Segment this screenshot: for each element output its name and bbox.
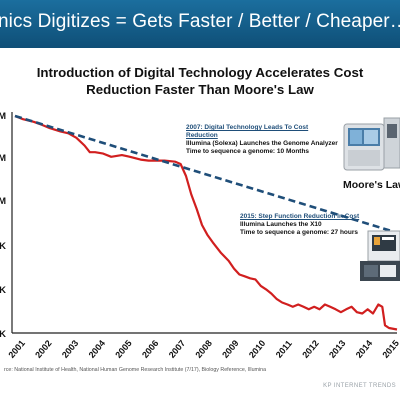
hiseq-x10-image (360, 230, 400, 281)
x-tick-label: 2014 (354, 338, 375, 360)
x-tick-label: 2003 (60, 338, 81, 360)
x-tick-label: 2007 (167, 338, 188, 360)
x-tick-label: 2012 (300, 338, 321, 360)
chart-title: Introduction of Digital Technology Accel… (0, 64, 400, 98)
header-bar: nics Digitizes = Gets Faster / Better / … (0, 0, 400, 48)
footer-label: KP INTERNET TRENDS (323, 383, 396, 389)
y-tick-label: K (0, 329, 6, 340)
y-tick-label: M (0, 111, 6, 122)
annotation-2007-heading-2: Reduction (186, 132, 218, 139)
y-tick-label: K (0, 285, 6, 296)
genome-analyzer-image (343, 117, 400, 171)
x-tick-label: 2015 (380, 338, 400, 360)
x-tick-label: 2006 (140, 338, 161, 360)
annotation-2015-line-1: Illumina Launches the X10 (240, 221, 322, 228)
x-tick-label: 2001 (6, 338, 27, 360)
x-tick-label: 2011 (274, 338, 294, 359)
annotation-2007: 2007: Digital Technology Leads To Cost R… (186, 124, 338, 156)
y-tick-label: M (0, 153, 6, 164)
annotation-2015: 2015: Step Function Reduction In Cost Il… (240, 213, 359, 237)
x-tick-label: 2013 (327, 338, 348, 360)
x-tick-label: 2010 (247, 338, 268, 360)
y-tick-label: K (0, 241, 6, 252)
x-tick-label: 2008 (193, 338, 214, 360)
source-note: rce: National Institute of Health, Natio… (4, 367, 267, 373)
moores-law-line (14, 114, 398, 234)
x-tick-label: 2004 (87, 338, 108, 360)
annotation-2007-line-1: Illumina (Solexa) Launches the Genome An… (186, 140, 338, 147)
annotation-2007-line-2: Time to sequence a genome: 10 Months (186, 148, 310, 155)
y-tick-label: M (0, 196, 6, 207)
moores-law-label: Moore's Law (343, 179, 400, 191)
cost-per-genome-line (14, 114, 398, 331)
chart-title-line-1: Introduction of Digital Technology Accel… (36, 65, 364, 80)
x-tick-label: 2002 (33, 338, 54, 360)
annotation-2015-heading: 2015: Step Function Reduction In Cost (240, 213, 360, 220)
annotation-2007-heading-1: 2007: Digital Technology Leads To Cost (186, 124, 309, 131)
chart-title-line-2: Reduction Faster Than Moore's Law (86, 82, 314, 97)
slide-title: nics Digitizes = Gets Faster / Better / … (0, 11, 400, 32)
x-tick-label: 2005 (113, 338, 134, 360)
x-tick-label: 2009 (220, 338, 241, 360)
annotation-2015-line-2: Time to sequence a genome: 27 hours (240, 229, 358, 236)
